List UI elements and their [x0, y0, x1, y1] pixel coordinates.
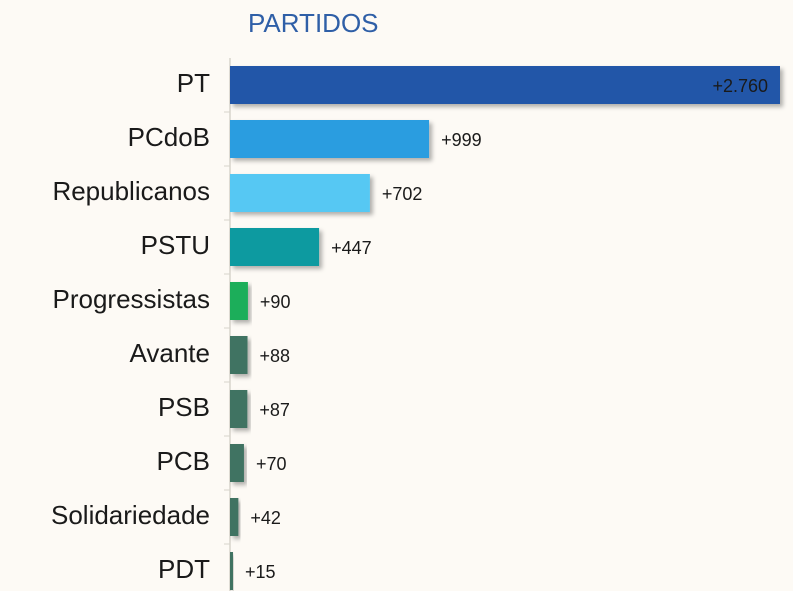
y-tick-label: PCdoB — [128, 122, 210, 152]
bar — [230, 498, 239, 536]
bar — [230, 120, 430, 158]
data-label: +70 — [256, 454, 287, 474]
y-tick-label: PSTU — [141, 230, 210, 260]
y-tick-label: Avante — [130, 338, 210, 368]
y-tick-label: Solidariedade — [51, 500, 210, 530]
y-tick-label: PDT — [158, 554, 210, 584]
bar — [230, 228, 320, 266]
bar — [230, 390, 248, 428]
bar — [230, 282, 248, 320]
data-label: +702 — [382, 184, 423, 204]
data-label: +42 — [250, 508, 281, 528]
data-label: +90 — [260, 292, 291, 312]
y-tick-label: PCB — [157, 446, 210, 476]
y-tick-label: PT — [177, 68, 210, 98]
bar — [230, 552, 233, 590]
chart-subtitle: PARTIDOS — [248, 8, 379, 38]
data-label: +88 — [260, 346, 291, 366]
bar — [230, 444, 244, 482]
data-label: +87 — [259, 400, 290, 420]
y-tick-label: Republicanos — [52, 176, 210, 206]
bar — [230, 336, 248, 374]
bar — [230, 66, 780, 104]
data-label: +999 — [441, 130, 482, 150]
data-label: +447 — [331, 238, 372, 258]
y-tick-label: Progressistas — [53, 284, 211, 314]
data-label: +2.760 — [712, 76, 768, 96]
bar — [230, 174, 370, 212]
data-label: +15 — [245, 562, 276, 582]
y-tick-label: PSB — [158, 392, 210, 422]
